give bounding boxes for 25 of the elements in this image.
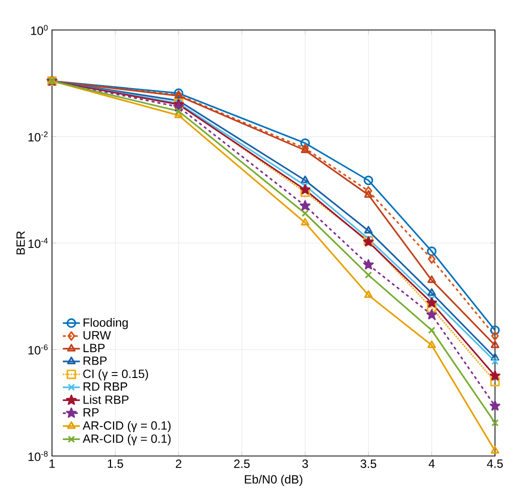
y-axis-title: BER xyxy=(16,231,25,254)
legend-label: List RBP xyxy=(84,395,129,404)
y-tick-label: 10$^{-8}$ xyxy=(28,450,48,462)
legend-label: LBP xyxy=(84,344,105,352)
legend-label: RP xyxy=(84,408,99,417)
legend-label: CI (γ = 0.15) xyxy=(83,369,148,380)
legend-label: URW xyxy=(84,331,111,340)
y-tick-label: 10$^{-4}$ xyxy=(28,238,48,248)
y-tick-label: 10$^{-6}$ xyxy=(28,344,48,355)
x-tick-label: 3.5 xyxy=(360,460,376,468)
x-tick-label: 2.5 xyxy=(234,460,250,468)
x-tick-label: 1.5 xyxy=(108,460,124,468)
legend-label: AR-CID (γ = 0.1) xyxy=(82,434,171,446)
x-tick-label: 2 xyxy=(176,460,182,468)
x-axis-title: Eb/N0 (dB) xyxy=(244,474,302,486)
x-tick-label: 1 xyxy=(50,460,55,468)
x-tick-label: 4.5 xyxy=(486,460,503,468)
y-tick-label: 10$^{0}$ xyxy=(31,24,48,36)
y-tick-label: 10$^{-2}$ xyxy=(28,131,48,142)
x-tick-label: 4 xyxy=(428,460,435,468)
legend-label: Flooding xyxy=(84,318,128,330)
legend-label: AR-CID (γ = 0.1) xyxy=(82,421,171,432)
legend-label: RBP xyxy=(84,356,107,365)
legend-label: RD RBP xyxy=(84,382,128,391)
x-tick-label: 3 xyxy=(302,460,308,468)
